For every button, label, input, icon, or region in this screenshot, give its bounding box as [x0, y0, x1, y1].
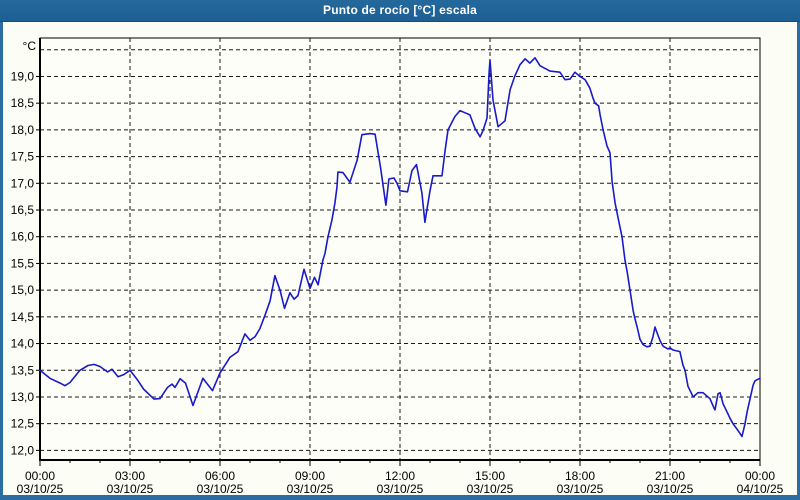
y-tick-label: 18,0 — [11, 123, 35, 137]
x-minor-ticks — [69, 460, 731, 463]
x-gridlines — [129, 38, 671, 460]
x-tick-date: 03/10/25 — [197, 482, 244, 495]
y-tick-label: 12,5 — [11, 417, 35, 431]
y-tick-label: 16,5 — [11, 203, 35, 217]
y-tick-label: 17,5 — [11, 150, 35, 164]
y-tick-label: 15,0 — [11, 283, 35, 297]
x-tick-time: 03:00 — [115, 469, 145, 483]
x-tick-time: 06:00 — [205, 469, 235, 483]
chart-content: 19,0 18,5 18,0 17,5 17,0 16,5 16,0 15,5 15,0 14,5… — [3, 22, 797, 495]
y-tick-label: 14,0 — [11, 337, 35, 351]
x-tick-date: 03/10/25 — [647, 482, 694, 495]
y-tick-label: 14,5 — [11, 310, 35, 324]
x-tick-time: 15:00 — [475, 469, 505, 483]
y-tick-label: 17,0 — [11, 176, 35, 190]
unit-label-group: °C — [23, 39, 37, 53]
x-tick-time: 00:00 — [745, 469, 775, 483]
x-tick-time: 18:00 — [565, 469, 595, 483]
y-tick-label: 15,5 — [11, 256, 35, 270]
x-tick-time: 12:00 — [385, 469, 415, 483]
window-title: Punto de rocío [°C] escala — [322, 3, 478, 17]
x-tick-date: 03/10/25 — [17, 482, 64, 495]
x-axis-labels: 00:0003/10/2503:0003/10/2506:0003/10/250… — [17, 460, 784, 495]
title-bar: Punto de rocío [°C] escala — [0, 0, 800, 22]
x-tick-time: 21:00 — [655, 469, 685, 483]
y-gridlines — [40, 49, 760, 451]
y-axis-labels: 19,0 18,5 18,0 17,5 17,0 16,5 16,0 15,5 15,0 14,5… — [11, 69, 40, 457]
dew-point-chart: 19,0 18,5 18,0 17,5 17,0 16,5 16,0 15,5 15,0 14,5… — [11, 37, 784, 495]
y-tick-label: 16,0 — [11, 230, 35, 244]
x-tick-date: 03/10/25 — [557, 482, 604, 495]
y-tick-label: 12,0 — [11, 443, 35, 457]
x-tick-date: 03/10/25 — [287, 482, 334, 495]
x-tick-date: 03/10/25 — [467, 482, 514, 495]
y-tick-label: 18,5 — [11, 96, 35, 110]
series-line — [39, 56, 761, 438]
x-tick-date: 03/10/25 — [107, 482, 154, 495]
x-tick-date: 04/10/25 — [737, 482, 784, 495]
y-tick-label: 13,5 — [11, 363, 35, 377]
unit-label: °C — [23, 39, 37, 53]
x-tick-time: 09:00 — [295, 469, 325, 483]
x-tick-date: 03/10/25 — [377, 482, 424, 495]
y-tick-label: 19,0 — [11, 69, 35, 83]
y-tick-label: 13,0 — [11, 390, 35, 404]
series-Punto de rocío — [39, 56, 761, 438]
x-tick-time: 00:00 — [25, 469, 55, 483]
